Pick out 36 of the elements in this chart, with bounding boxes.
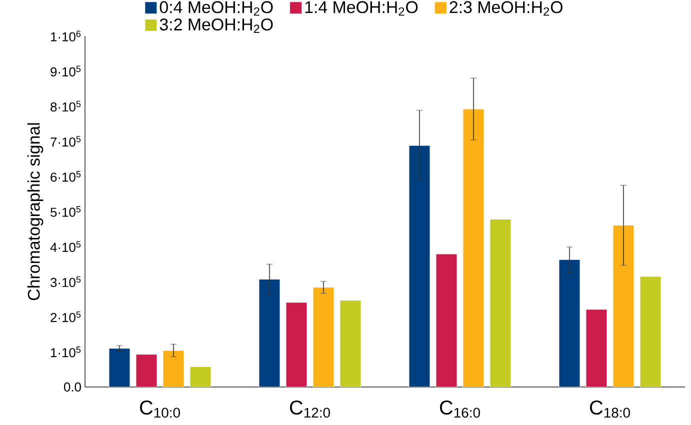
y-tick-label: 0.0 [64,382,81,392]
y-tick-label: 3·10$^{5}$ [50,276,81,288]
bar [558,259,580,387]
bar [640,276,662,387]
y-tick-label: 2·10$^{5}$ [50,311,81,322]
y-tick-label: 1·10$^{5}$ [51,346,81,358]
bar [136,354,158,387]
bar [286,302,308,387]
legend-label: 3:2 MeOH:H$_{2}$O [160,18,273,33]
bar [258,278,280,387]
y-tick-label: 6·10$^{5}$ [50,171,81,182]
y-axis-title: Chromatographic signal [27,123,44,300]
x-tick-label: C$_{12:0}$ [290,400,330,418]
legend-label: 2:3 MeOH:H$_{2}$O [450,1,562,16]
bar [462,108,484,387]
bar [340,300,362,387]
y-tick-label: 4·10$^{5}$ [50,241,81,252]
bar [408,145,430,387]
y-tick-label: 9·10$^{5}$ [50,66,81,76]
legend-label: 1:4 MeOH:H$_{2}$O [305,1,418,16]
y-tick-label: 1·10$^{6}$ [51,30,81,42]
y-tick-label: 7·10$^{5}$ [50,136,81,147]
bar [436,254,458,387]
legend-label: 0:4 MeOH:H$_{2}$O [160,1,273,16]
x-tick-label: C$_{16:0}$ [440,400,480,418]
bar [490,218,512,387]
y-tick-label: 5·10$^{5}$ [50,206,81,217]
bar [586,309,608,387]
y-tick-label: 8·10$^{5}$ [50,100,81,112]
bar [612,224,634,387]
bar [162,350,184,387]
bar [190,366,212,387]
bar [312,287,334,387]
x-tick-label: C$_{18:0}$ [590,400,630,418]
bar [108,348,130,387]
x-tick-label: C$_{10:0}$ [140,400,180,418]
